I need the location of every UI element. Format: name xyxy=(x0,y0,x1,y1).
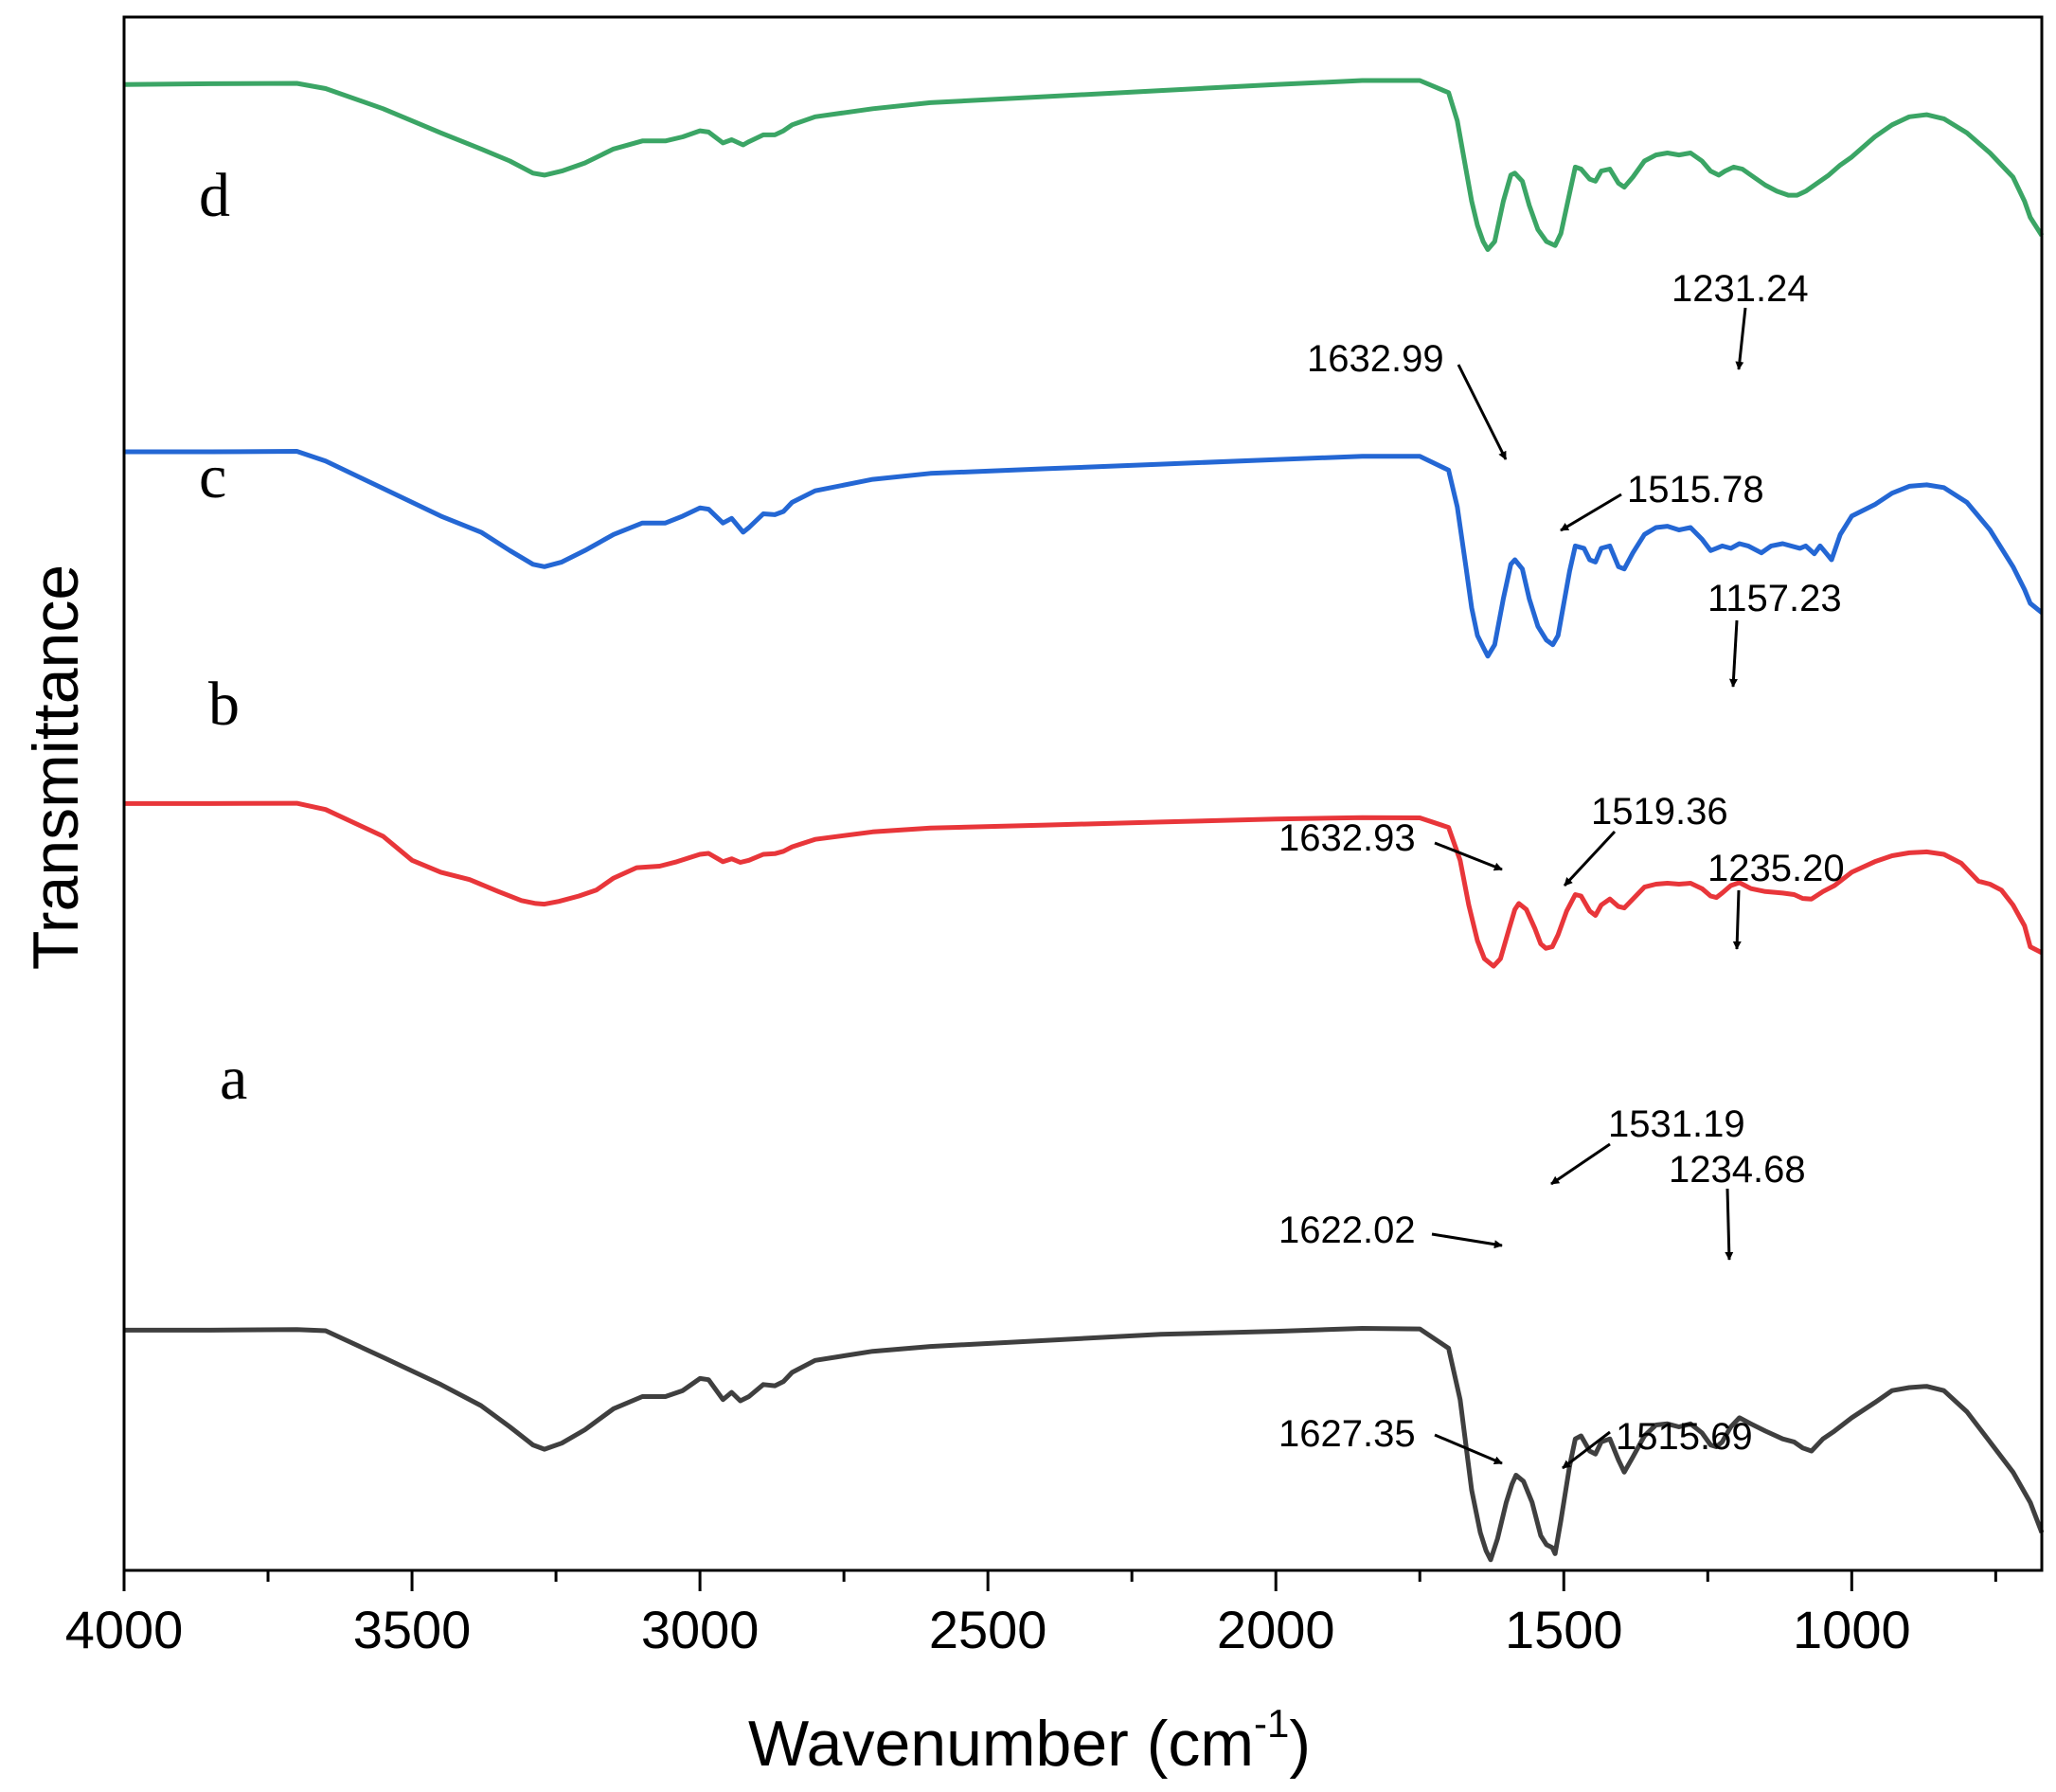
annotation-arrow-1632.99 xyxy=(1457,364,1508,460)
annotation-arrow-1157.23 xyxy=(1728,619,1739,688)
annotation-label-1519.36: 1519.36 xyxy=(1591,791,1728,833)
annotation-layer: 1632.99 1515.78 1231.24 1157.23 1632.93 1519.… xyxy=(1278,268,1845,1470)
annotation-label-1157.23: 1157.23 xyxy=(1707,578,1842,619)
annotation-label-1622.02: 1622.02 xyxy=(1278,1210,1416,1251)
series-line-c xyxy=(124,449,2044,659)
annotation-label-1515.78: 1515.78 xyxy=(1627,469,1764,511)
annotation-label-1234.68: 1234.68 xyxy=(1669,1149,1806,1191)
series-label-a: a xyxy=(220,1044,247,1113)
series-label-d: d xyxy=(199,161,230,230)
series-layer: a b c d xyxy=(123,78,2045,1563)
annotation-arrow-1234.68 xyxy=(1725,1188,1734,1261)
x-axis-title-superscript: -1 xyxy=(1254,1701,1289,1746)
x-tick-label-3500: 3500 xyxy=(353,1600,472,1659)
plot-frame xyxy=(122,15,2044,1572)
annotation-arrow-1515.69 xyxy=(1562,1430,1611,1470)
x-tick-label-1500: 1500 xyxy=(1505,1600,1623,1659)
series-label-b: b xyxy=(208,670,240,739)
x-axis-title-text: Wavenumber (cm xyxy=(748,1708,1254,1780)
series-line-b xyxy=(124,800,2044,969)
annotation-arrow-1515.78 xyxy=(1560,493,1622,532)
x-axis-title: Wavenumber (cm-1) xyxy=(748,1701,1311,1780)
annotation-arrow-1632.93 xyxy=(1434,841,1503,871)
annotation-arrow-1531.19 xyxy=(1550,1142,1611,1186)
x-tick-label-1000: 1000 xyxy=(1793,1600,1911,1659)
annotation-label-1632.93: 1632.93 xyxy=(1278,817,1416,859)
x-tick-label-3000: 3000 xyxy=(641,1600,760,1659)
annotation-label-1231.24: 1231.24 xyxy=(1672,268,1809,310)
annotation-label-1531.19: 1531.19 xyxy=(1608,1103,1745,1145)
annotation-label-1515.69: 1515.69 xyxy=(1616,1416,1753,1458)
label-layer: Wavenumber (cm-1) Transmittance xyxy=(20,564,1311,1780)
series-line-a xyxy=(124,1326,2045,1563)
annotation-label-1632.99: 1632.99 xyxy=(1307,338,1444,380)
series-label-c: c xyxy=(199,442,226,511)
annotation-arrow-1235.20 xyxy=(1732,889,1742,950)
x-axis-title-close: ) xyxy=(1289,1708,1311,1780)
axis-layer: 4000 3500 3000 2500 2000 1500 1000 xyxy=(65,15,2044,1659)
annotation-arrow-1622.02 xyxy=(1431,1232,1503,1249)
x-tick-label-2500: 2500 xyxy=(929,1600,1047,1659)
x-tick-label-2000: 2000 xyxy=(1217,1600,1335,1659)
y-axis-title: Transmittance xyxy=(20,564,92,970)
annotation-label-1627.35: 1627.35 xyxy=(1278,1413,1416,1455)
series-line-d xyxy=(123,78,2045,252)
annotation-arrow-1627.35 xyxy=(1434,1433,1503,1465)
x-tick-label-4000: 4000 xyxy=(65,1600,184,1659)
annotation-label-1235.20: 1235.20 xyxy=(1707,848,1845,889)
annotation-arrow-1519.36 xyxy=(1563,830,1617,887)
annotation-arrow-1231.24 xyxy=(1735,307,1747,370)
